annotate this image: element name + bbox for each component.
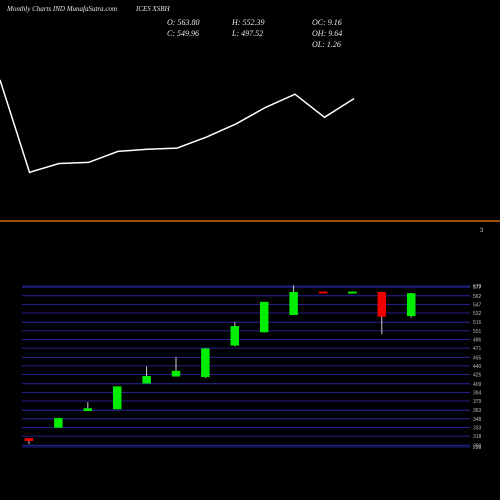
y-tick-label: 471	[473, 346, 482, 352]
low-value: L: 497.52	[232, 29, 264, 38]
y-tick-label: 348	[473, 417, 482, 423]
candle-body	[348, 291, 357, 294]
site-title: Monthly Charts IND MunafaSutra.com	[7, 5, 118, 13]
candle-body	[318, 291, 328, 294]
divider-label: 3	[480, 228, 484, 234]
candle-body	[83, 408, 93, 412]
candle-body	[112, 386, 122, 410]
y-tick-label: 577	[473, 285, 482, 291]
y-tick-label: 425	[473, 373, 482, 379]
y-tick-label: 579	[473, 284, 482, 290]
price-line	[0, 79, 355, 174]
y-tick-label: 333	[473, 425, 482, 431]
y-tick-label: 318	[473, 434, 482, 440]
candle-body	[171, 370, 181, 377]
oc-value: OC: 9.16	[312, 18, 342, 27]
candle-body	[230, 326, 240, 346]
y-tick-label: 302	[473, 443, 482, 449]
y-tick-label: 562	[473, 294, 482, 300]
candle-body	[259, 301, 269, 333]
close-value: C: 549.96	[167, 29, 199, 38]
y-tick-label: 299	[473, 445, 482, 451]
oh-value: OH: 9.64	[312, 29, 343, 38]
y-tick-label: 547	[473, 302, 482, 308]
high-value: H: 552.39	[232, 18, 265, 27]
symbol-label: ICES XSBH	[136, 5, 170, 13]
candle-body	[24, 438, 34, 441]
y-tick-label: 379	[473, 399, 482, 405]
y-tick-label: 440	[473, 364, 482, 370]
y-tick-label: 486	[473, 338, 482, 344]
y-tick-label: 455	[473, 355, 482, 361]
y-tick-label: 516	[473, 320, 482, 326]
candle-body	[54, 418, 63, 428]
y-tick-label: 409	[473, 382, 482, 388]
y-tick-label: 363	[473, 408, 482, 414]
y-tick-label: 501	[473, 329, 482, 335]
candle-body	[142, 376, 151, 384]
ol-value: OL: 1.26	[312, 40, 341, 49]
candle-body	[289, 292, 298, 315]
candle-body	[201, 348, 210, 378]
open-value: O: 563.80	[167, 18, 200, 27]
candle-body	[406, 293, 416, 317]
candle-body	[377, 292, 387, 317]
y-tick-label: 532	[473, 311, 482, 317]
y-tick-label: 394	[473, 390, 482, 396]
